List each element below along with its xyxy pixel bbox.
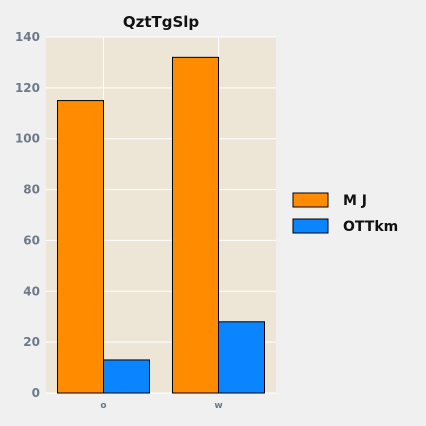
- y-tick-label: 120: [15, 81, 40, 95]
- y-tick-label: 20: [23, 335, 40, 349]
- legend-swatch: [292, 218, 329, 234]
- bar: [218, 321, 265, 394]
- x-tick-label: o: [100, 401, 106, 411]
- bars: [57, 56, 265, 394]
- y-tick-label: 140: [15, 30, 40, 44]
- y-tick-label: 40: [23, 284, 40, 298]
- x-tick-label: w: [214, 401, 222, 411]
- y-tick-label: 0: [32, 386, 40, 400]
- legend-swatch: [292, 192, 329, 208]
- bar: [57, 100, 104, 394]
- bar: [172, 56, 219, 394]
- y-tick-label: 80: [23, 183, 40, 197]
- legend-label: M J: [343, 193, 367, 209]
- y-tick-label: 60: [23, 233, 40, 247]
- y-axis: 0 20 40 60 80 100 120 140: [15, 30, 40, 400]
- legend: M J OTTkm: [292, 192, 398, 235]
- chart-title: QztTgSlp: [123, 13, 200, 31]
- bar: [103, 359, 150, 394]
- y-tick-label: 100: [15, 132, 40, 146]
- legend-label: OTTkm: [343, 219, 398, 235]
